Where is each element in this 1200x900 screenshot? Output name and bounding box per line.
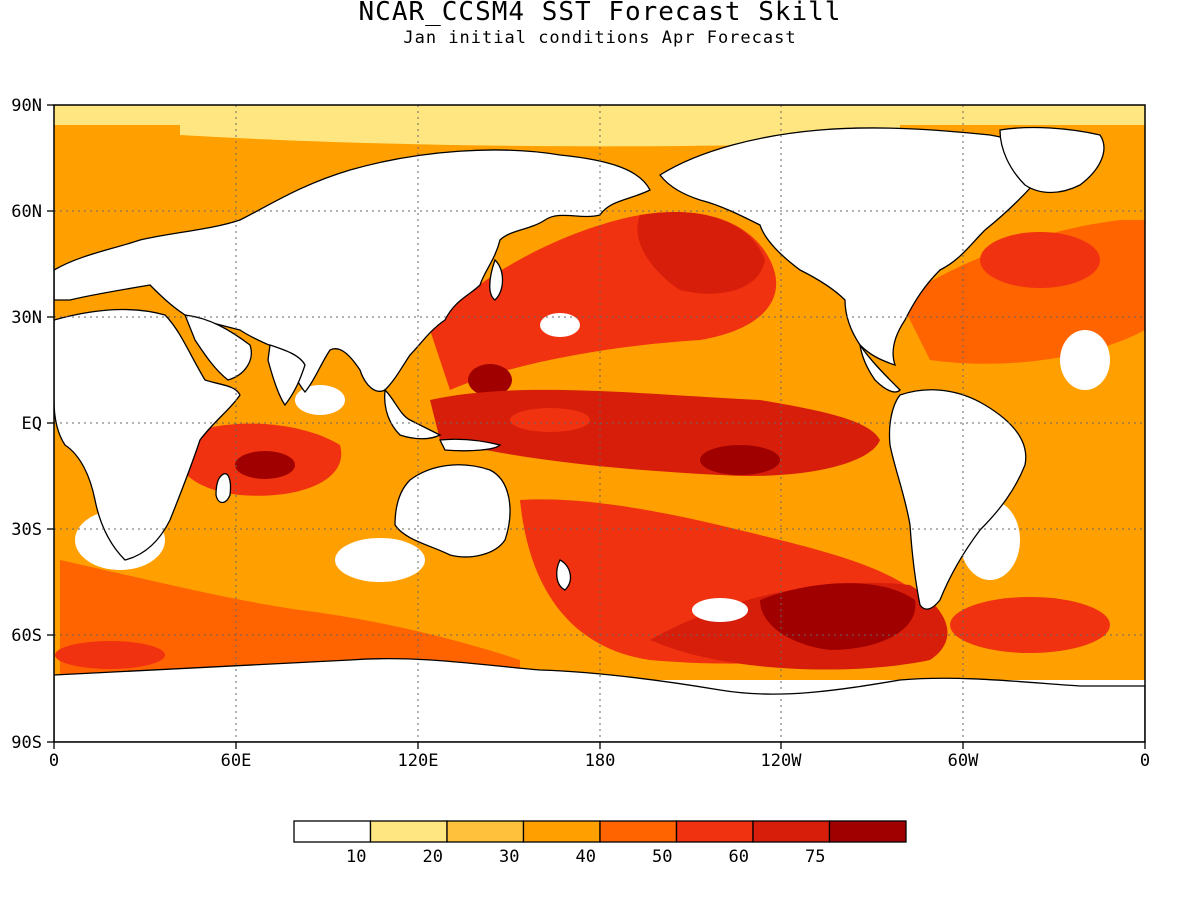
lon-label: 180 bbox=[585, 751, 616, 771]
lat-label: EQ bbox=[22, 414, 42, 434]
colorbar-swatch bbox=[369, 820, 448, 843]
graticule bbox=[54, 105, 1145, 742]
tick-marks bbox=[47, 104, 1146, 749]
colorbar-swatch bbox=[599, 820, 678, 843]
lon-label: 60E bbox=[221, 751, 252, 771]
lon-label: 60W bbox=[948, 751, 979, 771]
lon-label: 0 bbox=[49, 751, 59, 771]
colorbar-label: 10 bbox=[346, 847, 366, 867]
lat-label: 60S bbox=[11, 626, 42, 646]
colorbar-swatch bbox=[293, 820, 372, 843]
colorbar-label: 50 bbox=[652, 847, 672, 867]
colorbar-swatch bbox=[446, 820, 525, 843]
continents bbox=[54, 126, 1145, 742]
colorbar-swatch bbox=[522, 820, 601, 843]
colorbar-label: 20 bbox=[423, 847, 443, 867]
lon-labels: 0 60E 120E 180 120W 60W 0 bbox=[49, 751, 1150, 771]
colorbar: 10 20 30 40 50 60 75 bbox=[293, 820, 907, 867]
lat-label: 60N bbox=[11, 202, 42, 222]
lon-label: 120W bbox=[761, 751, 803, 771]
map-title: NCAR_CCSM4 SST Forecast Skill bbox=[358, 0, 842, 27]
lon-label: 0 bbox=[1140, 751, 1150, 771]
colorbar-swatch bbox=[675, 820, 754, 843]
lat-label: 30S bbox=[11, 520, 42, 540]
lat-label: 90N bbox=[11, 96, 42, 116]
colorbar-label: 60 bbox=[729, 847, 749, 867]
lat-label: 30N bbox=[11, 308, 42, 328]
colorbar-label: 40 bbox=[576, 847, 596, 867]
colorbar-swatch bbox=[828, 820, 907, 843]
lat-label: 90S bbox=[11, 733, 42, 753]
colorbar-label: 75 bbox=[805, 847, 825, 867]
lon-label: 120E bbox=[398, 751, 439, 771]
map-subtitle: Jan initial conditions Apr Forecast bbox=[403, 28, 797, 48]
colorbar-swatch bbox=[752, 820, 831, 843]
lat-labels: 90N 60N 30N EQ 30S 60S 90S bbox=[11, 96, 42, 753]
colorbar-label: 30 bbox=[499, 847, 519, 867]
